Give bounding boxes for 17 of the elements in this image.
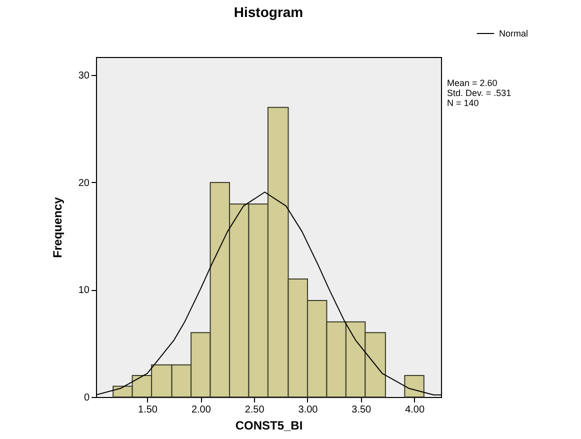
y-tick-label: 20 xyxy=(78,178,90,189)
y-tick-label: 10 xyxy=(78,285,90,296)
text: N = 140 xyxy=(447,98,479,108)
x-tick-label: 1.50 xyxy=(138,404,158,416)
y-tick-label: 30 xyxy=(78,70,90,82)
x-axis-title: CONST5_BI xyxy=(235,418,303,432)
x-tick-label: 2.50 xyxy=(244,404,265,416)
text: Mean = 2.60 xyxy=(447,78,498,88)
chart-title: Histogram xyxy=(234,4,304,20)
legend-label: Normal xyxy=(499,28,528,38)
x-tick-label: 3.50 xyxy=(352,404,372,416)
x-tick-label: 3.00 xyxy=(298,404,318,416)
x-tick-label: 4.00 xyxy=(405,404,425,416)
x-tick-label: 2.00 xyxy=(191,404,212,416)
y-tick-label: 0 xyxy=(84,392,90,404)
y-axis-title: Frequency xyxy=(50,196,64,258)
text: Std. Dev. = .531 xyxy=(447,88,512,98)
